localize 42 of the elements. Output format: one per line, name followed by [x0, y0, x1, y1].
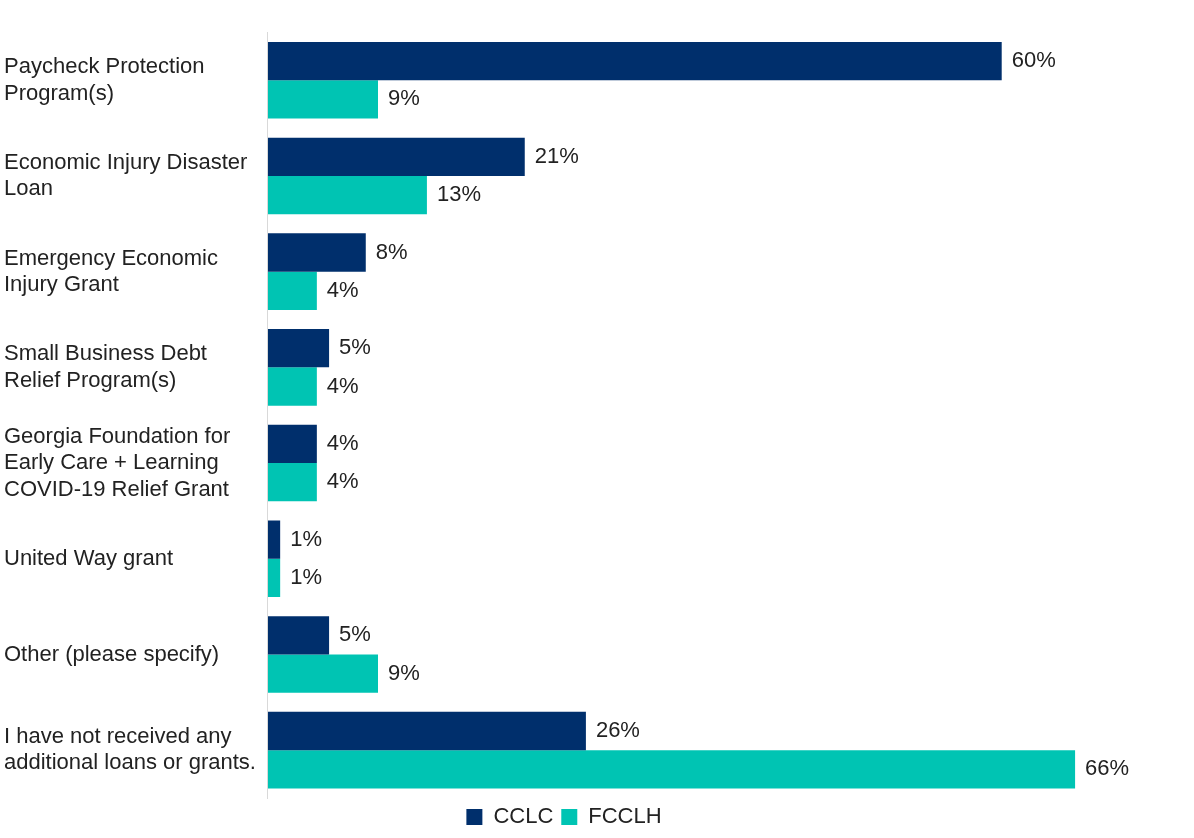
- bar: [267, 654, 378, 693]
- bar: [267, 41, 1002, 81]
- data-label: 5%: [339, 334, 371, 360]
- bar: [267, 424, 317, 464]
- data-label: 9%: [388, 659, 420, 685]
- data-label: 1%: [290, 525, 322, 551]
- bar: [267, 233, 366, 272]
- bar: [267, 329, 330, 368]
- data-label: 60%: [1011, 47, 1056, 73]
- bar: [267, 367, 317, 406]
- data-label: 8%: [375, 238, 408, 264]
- y-tick-label: Paycheck Protection Program(s): [4, 53, 205, 105]
- data-label: 9%: [388, 85, 420, 111]
- data-label: 4%: [326, 372, 359, 398]
- data-label: 13%: [436, 181, 481, 207]
- data-label: 4%: [326, 429, 359, 455]
- y-tick-label: Other (please specify): [4, 640, 220, 666]
- bar: [267, 175, 427, 215]
- legend-label: CCLC: [493, 803, 554, 829]
- data-label: 5%: [339, 621, 371, 647]
- data-label: 21%: [534, 142, 579, 168]
- bar: [267, 271, 317, 310]
- data-label: 4%: [326, 468, 359, 494]
- bar: [267, 137, 525, 176]
- y-tick-label: Small Business Debt Relief Program(s): [4, 340, 207, 392]
- data-label: 1%: [290, 563, 322, 589]
- bar: [267, 520, 281, 559]
- y-tick-label: I have not received any additional loans or grants.: [4, 723, 256, 775]
- bar: [267, 80, 378, 119]
- bar: [267, 558, 281, 598]
- bar: [267, 711, 586, 751]
- y-tick-label: Georgia Foundation for Early Care + Learning COVID-19 Relief Grant: [4, 422, 231, 501]
- legend-label: FCCLH: [588, 803, 662, 829]
- y-tick-label: United Way grant: [4, 544, 174, 570]
- bar: [267, 616, 330, 655]
- bar: [267, 750, 1076, 789]
- data-label: 66%: [1085, 755, 1130, 781]
- bar: [267, 463, 317, 502]
- data-label: 26%: [595, 717, 640, 743]
- y-tick-label: Emergency Economic Injury Grant: [4, 244, 218, 296]
- y-tick-label: Economic Injury Disaster Loan: [4, 148, 248, 201]
- data-label: 4%: [326, 276, 359, 302]
